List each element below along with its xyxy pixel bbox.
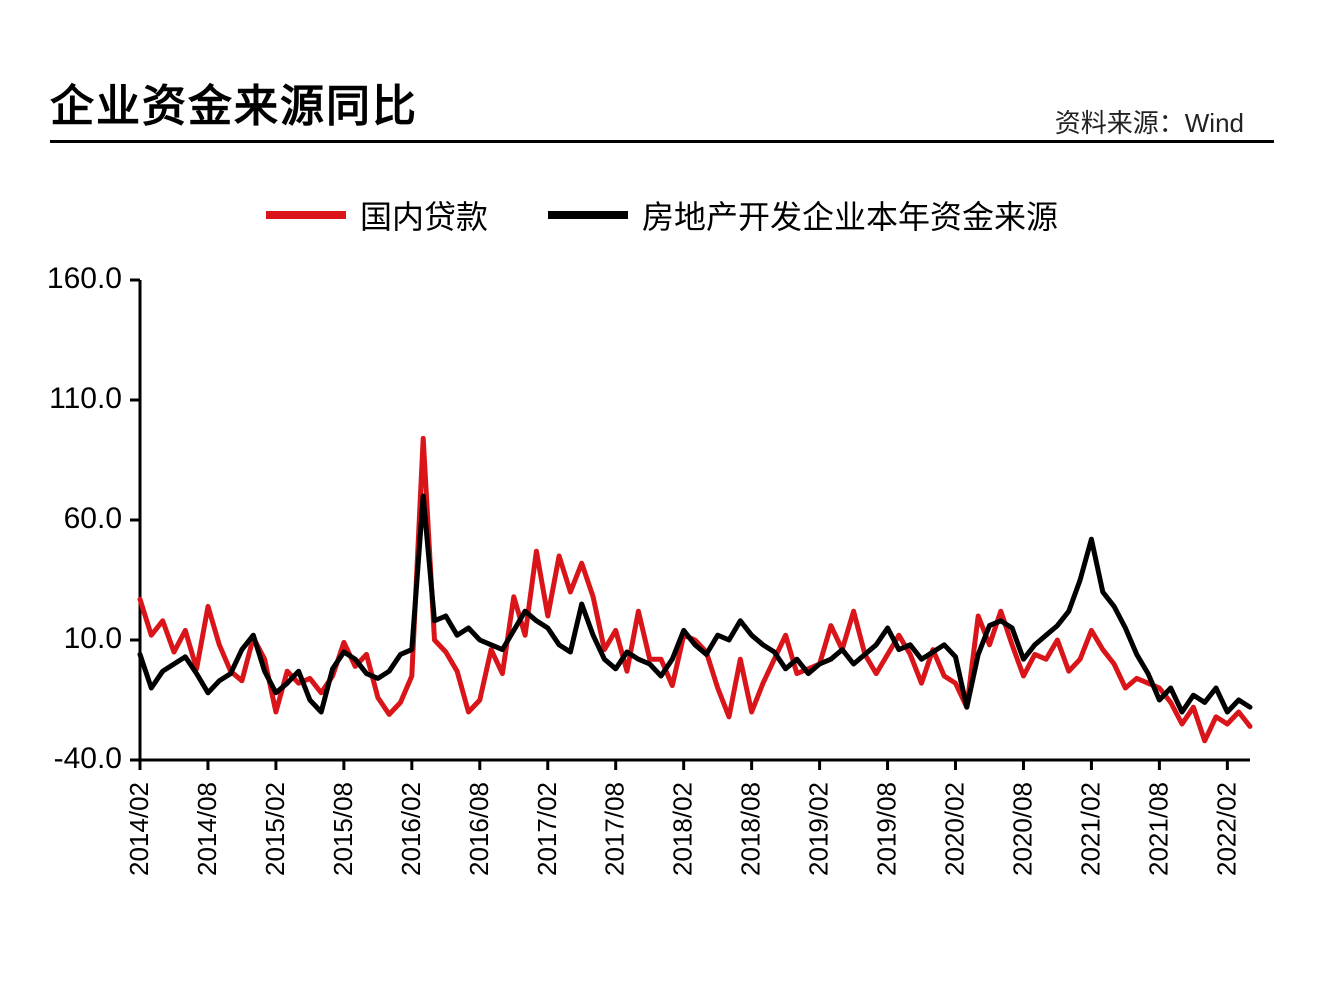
x-tick-label: 2015/08: [328, 782, 358, 876]
svg-text:2020/08: 2020/08: [1007, 782, 1037, 876]
x-tick-label: 2018/08: [736, 782, 766, 876]
x-tick-label: 2020/02: [940, 782, 970, 876]
x-tick-label: 2020/08: [1007, 782, 1037, 876]
svg-text:2021/08: 2021/08: [1143, 782, 1173, 876]
svg-text:2017/08: 2017/08: [600, 782, 630, 876]
x-tick-label: 2019/08: [872, 782, 902, 876]
svg-text:2015/08: 2015/08: [328, 782, 358, 876]
legend-label: 房地产开发企业本年资金来源: [642, 192, 1058, 238]
source-label: 资料来源：Wind: [1055, 103, 1244, 140]
x-tick-label: 2022/02: [1211, 782, 1241, 876]
y-tick-label: 10.0: [64, 622, 122, 655]
svg-text:2016/02: 2016/02: [396, 782, 426, 876]
svg-text:2019/02: 2019/02: [804, 782, 834, 876]
svg-text:2018/02: 2018/02: [668, 782, 698, 876]
y-tick-label: 110.0: [49, 382, 122, 415]
svg-text:2021/02: 2021/02: [1075, 782, 1105, 876]
svg-text:160.0: 160.0: [47, 262, 122, 295]
x-tick-label: 2016/08: [464, 782, 494, 876]
svg-text:2022/02: 2022/02: [1211, 782, 1241, 876]
x-tick-label: 2014/02: [124, 782, 154, 876]
svg-text:2014/02: 2014/02: [124, 782, 154, 876]
svg-text:2018/08: 2018/08: [736, 782, 766, 876]
title-bar: 企业资金来源同比 资料来源：Wind: [50, 70, 1274, 134]
svg-text:110.0: 110.0: [49, 382, 122, 415]
x-tick-label: 2017/02: [532, 782, 562, 876]
svg-text:2014/08: 2014/08: [192, 782, 222, 876]
legend-swatch: [548, 211, 628, 219]
x-tick-label: 2016/02: [396, 782, 426, 876]
legend-label: 国内贷款: [360, 192, 488, 238]
svg-text:-40.0: -40.0: [54, 742, 122, 775]
svg-text:2020/02: 2020/02: [940, 782, 970, 876]
x-tick-label: 2018/02: [668, 782, 698, 876]
title-underline: [50, 140, 1274, 143]
y-tick-label: -40.0: [54, 742, 122, 775]
y-tick-label: 160.0: [47, 262, 122, 295]
svg-text:2019/08: 2019/08: [872, 782, 902, 876]
x-tick-label: 2019/02: [804, 782, 834, 876]
chart-title: 企业资金来源同比: [50, 82, 418, 131]
svg-text:2017/02: 2017/02: [532, 782, 562, 876]
x-tick-label: 2014/08: [192, 782, 222, 876]
line-chart-svg: -40.0 10.0 60.0 110.0 160.0 2014/02 2014/08 201…: [20, 250, 1284, 944]
x-tick-label: 2021/08: [1143, 782, 1173, 876]
svg-text:2016/08: 2016/08: [464, 782, 494, 876]
svg-text:10.0: 10.0: [64, 622, 122, 655]
legend-item: 国内贷款: [266, 192, 488, 238]
legend: 国内贷款 房地产开发企业本年资金来源: [0, 190, 1324, 238]
svg-text:60.0: 60.0: [64, 502, 122, 535]
x-tick-label: 2015/02: [260, 782, 290, 876]
legend-item: 房地产开发企业本年资金来源: [548, 192, 1058, 238]
legend-swatch: [266, 211, 346, 219]
x-tick-label: 2021/02: [1075, 782, 1105, 876]
y-tick-label: 60.0: [64, 502, 122, 535]
svg-text:2015/02: 2015/02: [260, 782, 290, 876]
chart-area: -40.0 10.0 60.0 110.0 160.0 2014/02 2014/08 201…: [20, 250, 1284, 944]
x-tick-label: 2017/08: [600, 782, 630, 876]
